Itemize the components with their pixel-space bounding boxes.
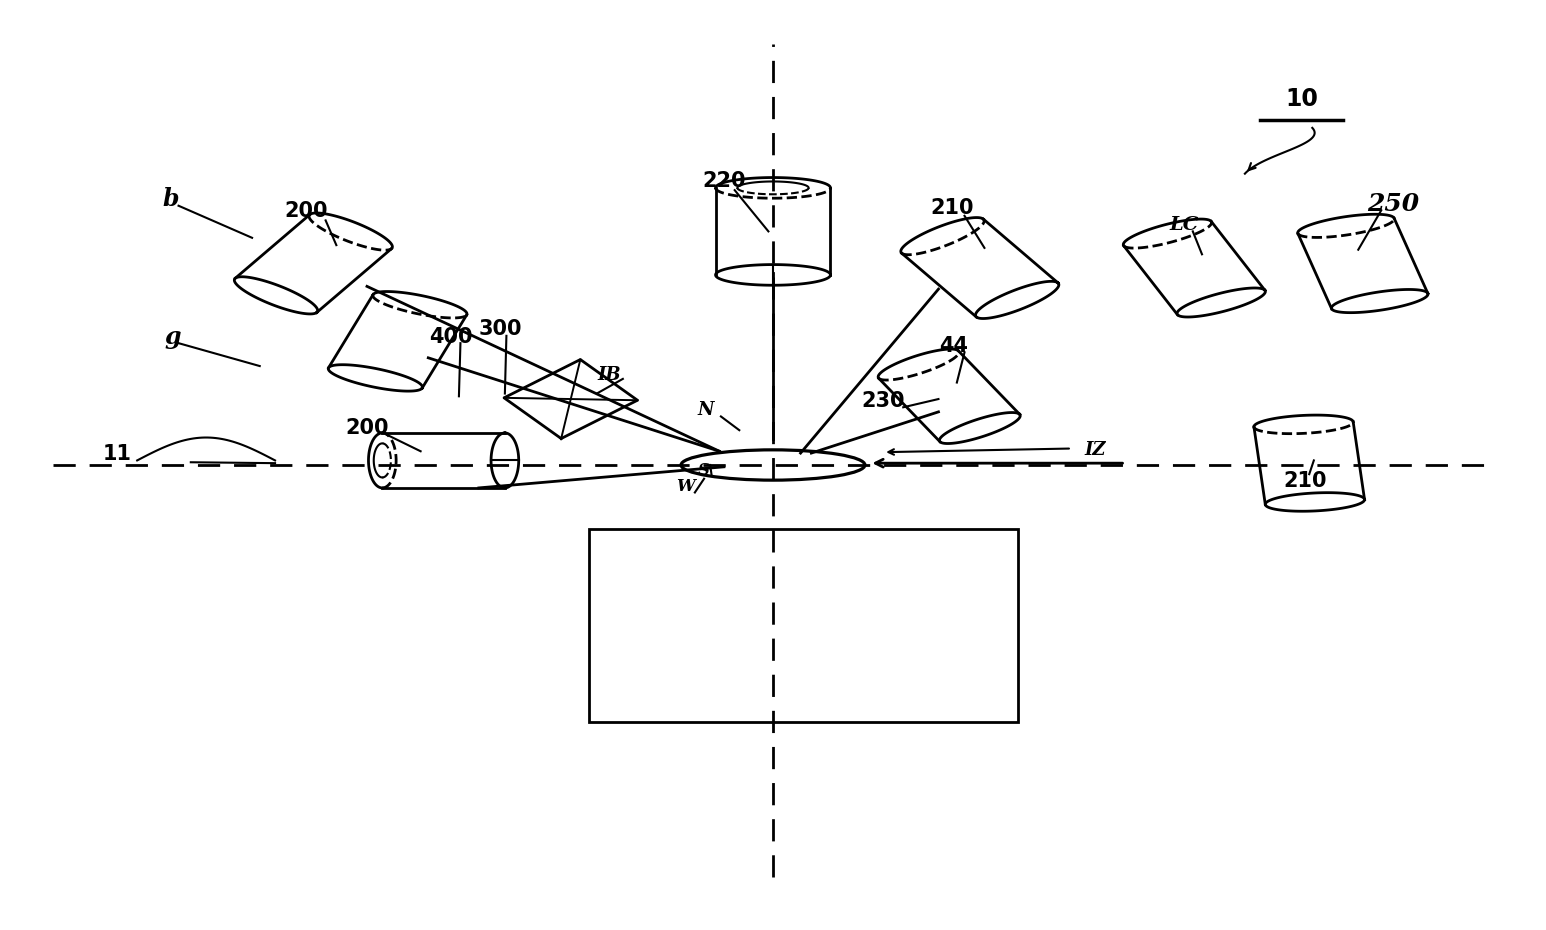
- Text: S: S: [699, 462, 710, 479]
- Text: b: b: [162, 187, 179, 211]
- Text: W: W: [676, 479, 696, 496]
- Text: 10: 10: [1285, 86, 1319, 111]
- Text: 400: 400: [430, 326, 473, 347]
- Text: 11: 11: [102, 444, 131, 464]
- Text: 250: 250: [1368, 192, 1419, 216]
- Text: 210: 210: [931, 198, 974, 219]
- Text: 200: 200: [284, 201, 328, 221]
- Text: 300: 300: [479, 319, 523, 339]
- Text: IZ: IZ: [1084, 442, 1105, 459]
- Bar: [589, 529, 1019, 722]
- Text: 200: 200: [345, 418, 388, 438]
- Text: g: g: [164, 325, 181, 349]
- Text: 44: 44: [940, 336, 968, 356]
- Text: 210: 210: [1283, 472, 1326, 491]
- Text: 220: 220: [702, 171, 745, 191]
- Text: N: N: [697, 401, 714, 419]
- Text: LC: LC: [1169, 216, 1198, 234]
- Text: 230: 230: [861, 391, 904, 411]
- Text: IB: IB: [597, 366, 621, 384]
